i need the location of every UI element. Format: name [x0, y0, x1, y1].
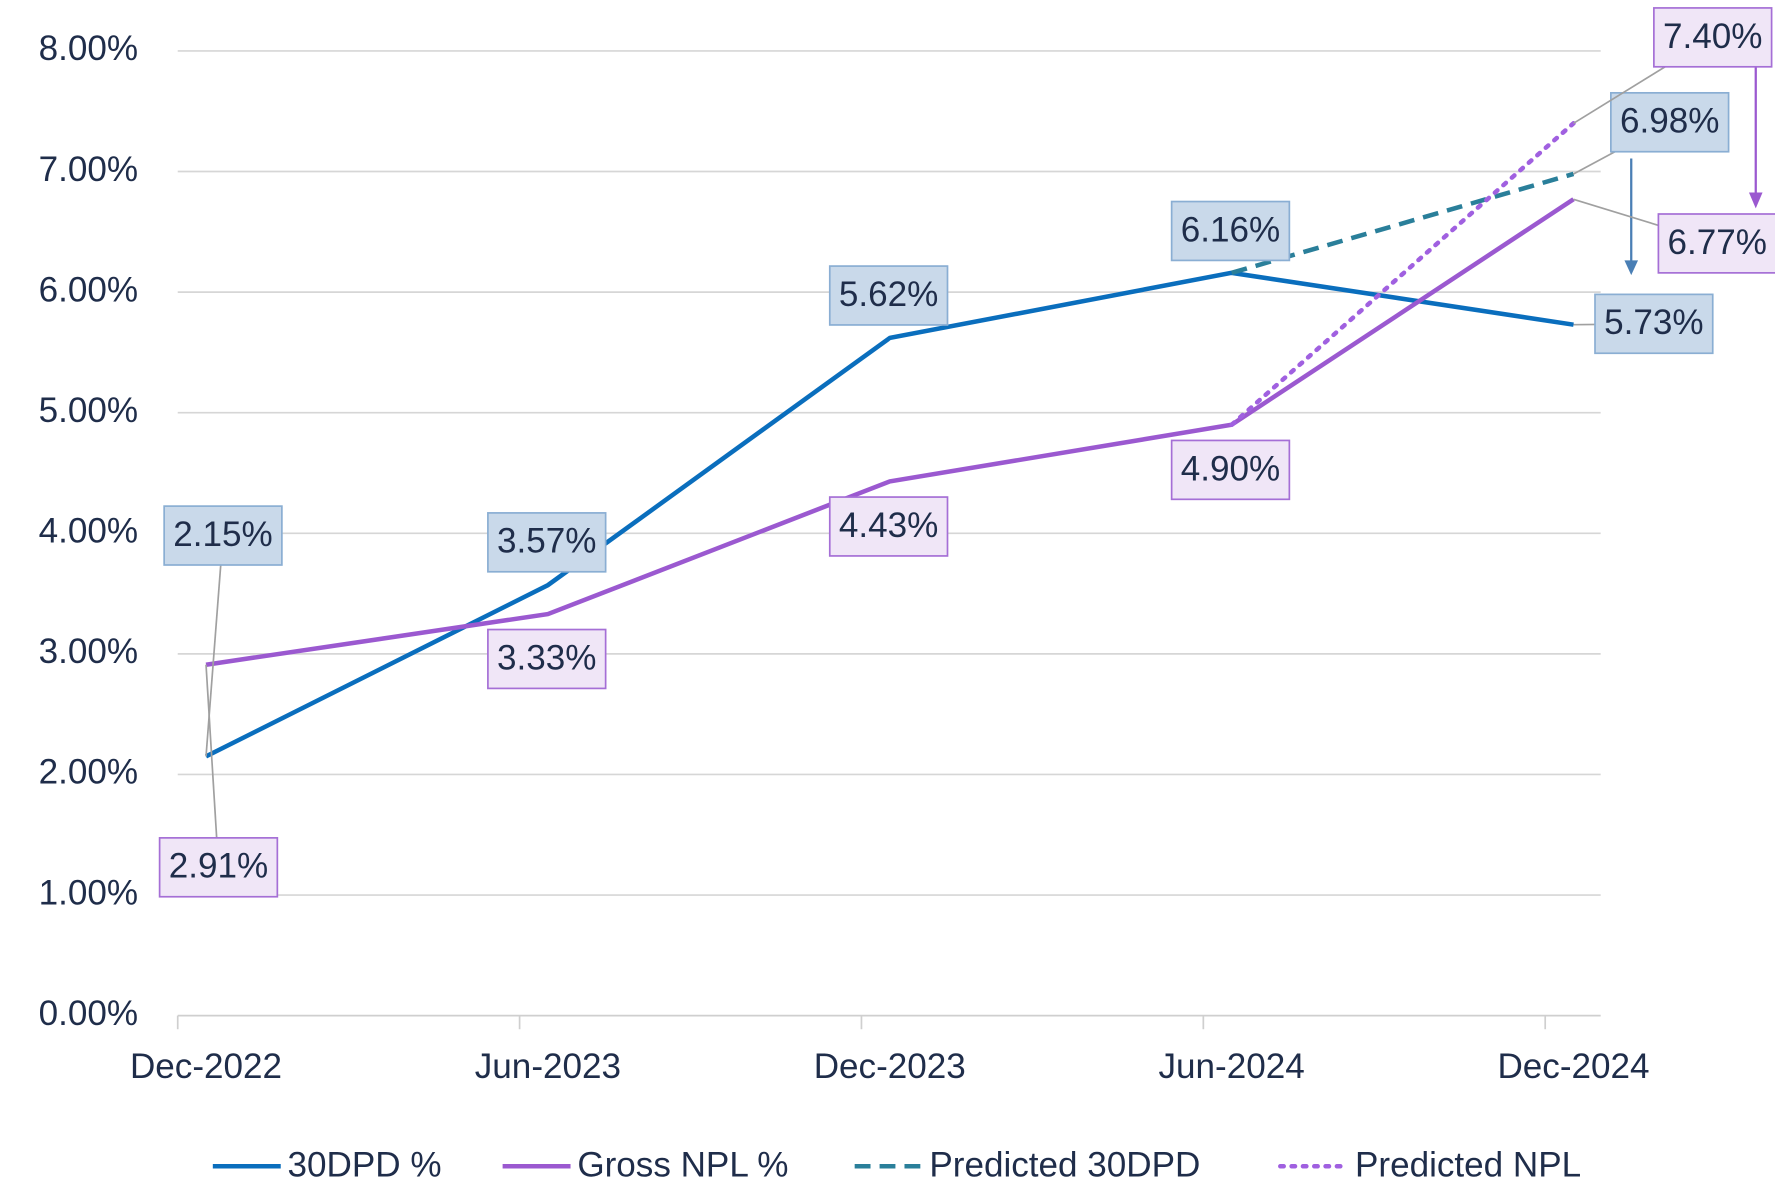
legend-label: 30DPD %: [288, 1146, 442, 1185]
legend-label: Gross NPL %: [577, 1146, 788, 1185]
x-tick-label: Jun-2023: [475, 1047, 621, 1086]
series-line: [205, 270, 1574, 759]
label-box: [828, 496, 949, 557]
data-label: 6.98%: [1620, 102, 1719, 141]
label-box: [1170, 439, 1291, 501]
data-label: 2.91%: [169, 847, 268, 886]
label-box: [1610, 91, 1730, 153]
label-box: [1170, 200, 1291, 262]
data-label: 3.33%: [497, 638, 596, 677]
label-box: [163, 505, 283, 566]
label-box: [828, 265, 949, 326]
series-line: [1229, 121, 1576, 428]
y-tick-label: 1.00%: [39, 873, 138, 912]
label-box: [158, 837, 279, 898]
x-tick-label: Jun-2024: [1158, 1047, 1304, 1086]
leader-line: [205, 664, 220, 868]
data-label: 5.62%: [839, 275, 938, 314]
arrow-head: [1748, 192, 1763, 209]
y-tick-label: 3.00%: [39, 632, 138, 671]
x-tick-label: Dec-2023: [814, 1047, 966, 1086]
y-tick-label: 4.00%: [39, 512, 138, 551]
y-tick-label: 6.00%: [39, 270, 138, 309]
data-label: 5.73%: [1604, 303, 1703, 342]
data-label: 2.15%: [173, 515, 272, 554]
label-box: [487, 512, 607, 573]
x-tick-label: Dec-2022: [130, 1047, 282, 1086]
data-label: 6.16%: [1181, 210, 1280, 249]
data-label: 3.57%: [497, 522, 596, 561]
label-box: [487, 628, 607, 690]
y-tick-label: 2.00%: [39, 753, 138, 792]
y-tick-label: 8.00%: [39, 29, 138, 68]
series-line: [205, 197, 1575, 667]
label-box: [1657, 213, 1775, 274]
data-label: 6.77%: [1668, 223, 1767, 262]
data-label: 7.40%: [1663, 17, 1762, 56]
legend-label: Predicted NPL: [1355, 1146, 1581, 1185]
y-tick-label: 0.00%: [39, 994, 138, 1033]
data-label: 4.90%: [1181, 449, 1280, 488]
label-box: [1653, 7, 1773, 68]
y-tick-label: 5.00%: [39, 391, 138, 430]
label-box: [1594, 293, 1714, 355]
y-tick-label: 7.00%: [39, 150, 138, 189]
x-tick-label: Dec-2024: [1497, 1047, 1649, 1086]
leader-line: [205, 535, 224, 757]
data-label: 4.43%: [839, 506, 938, 545]
legend-label: Predicted 30DPD: [929, 1146, 1200, 1185]
arrow-head: [1624, 260, 1639, 276]
